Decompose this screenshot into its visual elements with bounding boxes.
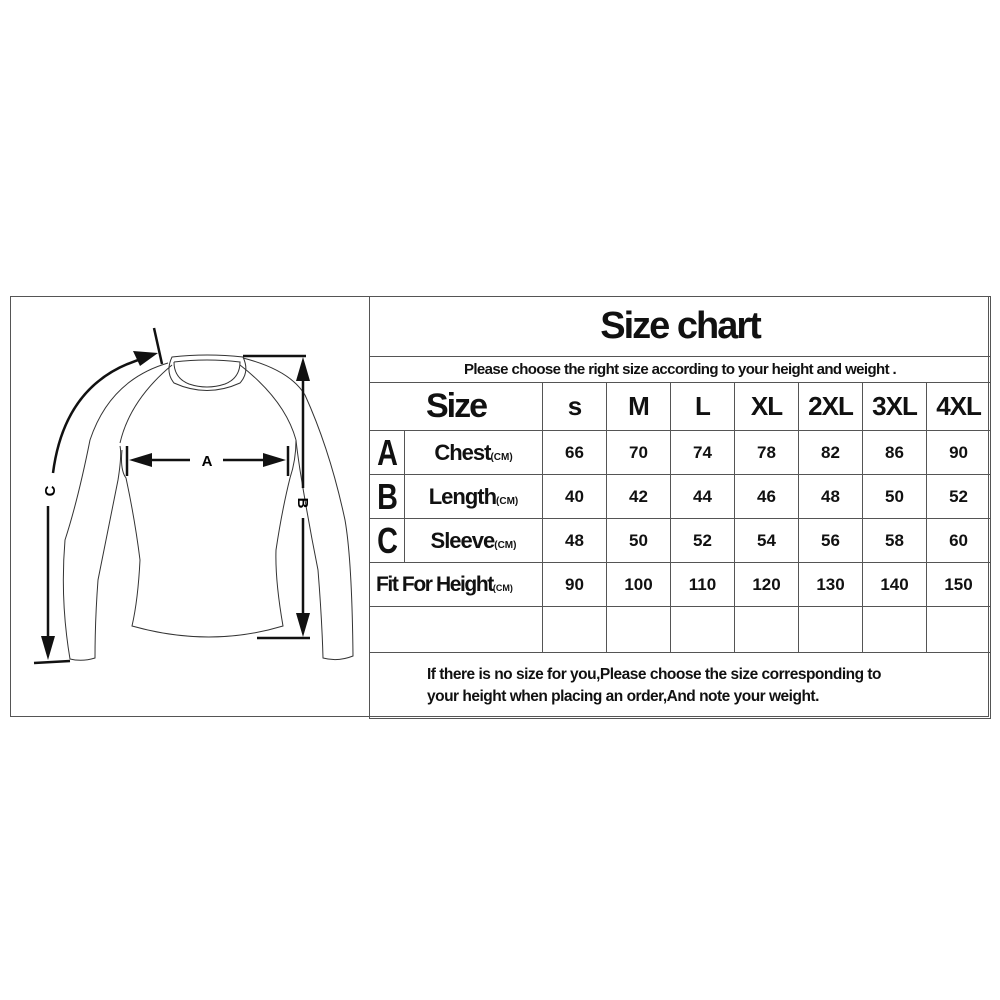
unit: (CM) — [492, 582, 513, 593]
cell: 110 — [670, 562, 735, 607]
cell: 74 — [670, 430, 735, 475]
unit: (CM) — [494, 539, 517, 551]
cell: 58 — [862, 518, 927, 563]
fit-label-text: Fit For Height — [376, 572, 494, 596]
a-arrowhead-left — [129, 453, 152, 467]
c-tick-top — [152, 327, 164, 365]
size-header-row: Size s M L XL 2XL 3XL 4XL — [369, 382, 992, 431]
row-letter: B — [372, 474, 402, 519]
fit-height-label: Fit For Height(CM) — [369, 562, 543, 607]
label-a: A — [202, 453, 213, 470]
cell: 56 — [798, 518, 863, 563]
row-label: Chest(CM) — [404, 430, 543, 475]
cell: 86 — [862, 430, 927, 475]
cell: 48 — [542, 518, 607, 563]
size-col: M — [606, 382, 671, 431]
cell: 52 — [925, 474, 992, 519]
shirt-right-sleeve — [242, 357, 354, 661]
cell: 82 — [798, 430, 863, 475]
cell: 70 — [606, 430, 671, 475]
cell: 66 — [542, 430, 607, 475]
footer-line-2: your height when placing an order,And no… — [427, 687, 819, 705]
size-col: 4XL — [925, 382, 992, 431]
measurement-row: B Length(CM) 40 42 44 46 48 50 52 — [370, 474, 992, 519]
row-label: Length(CM) — [404, 474, 543, 519]
cell: 44 — [670, 474, 735, 519]
cell: 48 — [798, 474, 863, 519]
cell: 50 — [606, 518, 671, 563]
size-col: 3XL — [862, 382, 927, 431]
cell: 90 — [925, 430, 992, 475]
size-table: Size chart Please choose the right size … — [368, 296, 992, 719]
row-label-text: Length — [428, 483, 497, 509]
size-col: 2XL — [798, 382, 863, 431]
c-tick-bottom — [33, 659, 71, 665]
cell: 42 — [606, 474, 671, 519]
fit-height-row: Fit For Height(CM) 90 100 110 120 130 14… — [369, 562, 992, 607]
b-arrowhead-top — [296, 357, 310, 381]
chart-subtitle: Please choose the right size according t… — [368, 356, 992, 383]
cell: 54 — [734, 518, 799, 563]
c-arrowhead-bottom — [41, 636, 55, 660]
cell: 100 — [606, 562, 671, 607]
measurement-row: C Sleeve(CM) 48 50 52 54 56 58 60 — [370, 518, 992, 563]
shirt-body — [121, 439, 297, 638]
cell: 60 — [925, 518, 992, 563]
cell: 46 — [734, 474, 799, 519]
size-header: Size — [369, 382, 543, 431]
a-arrowhead-right — [263, 453, 286, 467]
unit: (CM) — [496, 495, 519, 507]
row-label-text: Sleeve — [430, 527, 496, 553]
cell: 78 — [734, 430, 799, 475]
row-letter: C — [372, 518, 402, 563]
cell: 90 — [542, 562, 607, 607]
unit: (CM) — [490, 451, 513, 463]
shirt-measurement-diagram: A B C — [33, 327, 354, 665]
shirt-right-raglan-seam — [239, 364, 297, 441]
shirt-left-raglan-seam — [119, 364, 173, 444]
b-arrowhead-bottom — [296, 613, 310, 637]
chart-title: Size chart — [368, 296, 992, 357]
footer-note: If there is no size for you,Please choos… — [368, 652, 992, 719]
cell: 40 — [542, 474, 607, 519]
row-label: Sleeve(CM) — [404, 518, 543, 563]
cell: 50 — [862, 474, 927, 519]
size-col: s — [542, 382, 607, 431]
size-col: L — [670, 382, 735, 431]
c-arrow-arc — [51, 356, 146, 474]
shirt-collar — [168, 354, 247, 391]
row-label-text: Chest — [434, 439, 491, 465]
cell: 52 — [670, 518, 735, 563]
row-letter: A — [372, 430, 402, 475]
cell: 120 — [734, 562, 799, 607]
label-b: B — [294, 498, 311, 509]
footer-line-1: If there is no size for you,Please choos… — [427, 665, 882, 683]
size-col: XL — [734, 382, 799, 431]
shirt-left-sleeve — [62, 362, 169, 661]
c-arrowhead-top — [133, 351, 158, 366]
cell: 130 — [798, 562, 863, 607]
cell: 150 — [925, 562, 992, 607]
label-c: C — [42, 485, 59, 496]
measurement-row: A Chest(CM) 66 70 74 78 82 86 90 — [370, 430, 992, 475]
empty-row — [369, 606, 992, 653]
cell: 140 — [862, 562, 927, 607]
